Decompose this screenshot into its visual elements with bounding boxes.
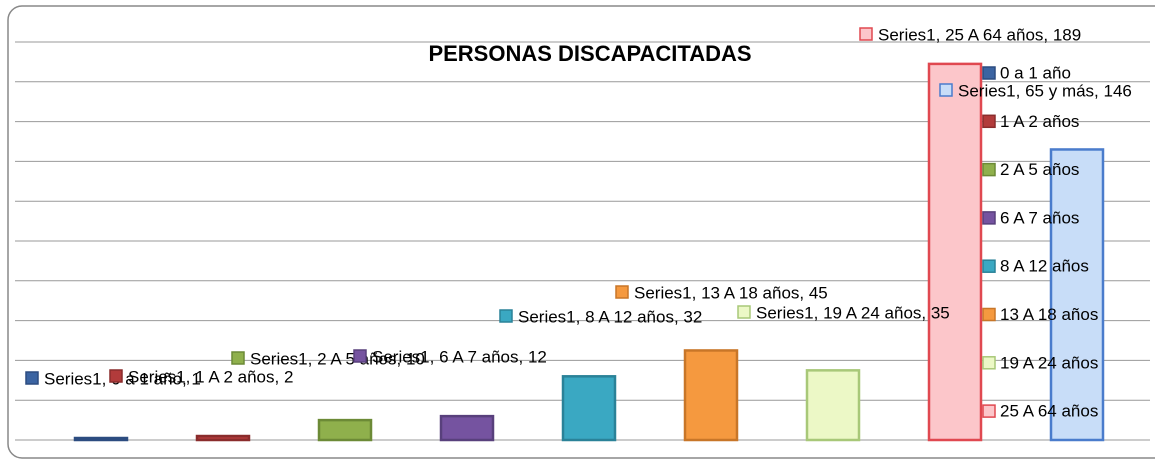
data-label-marker bbox=[25, 371, 39, 385]
data-label-marker bbox=[353, 349, 367, 363]
data-label: Series1, 19 A 24 años, 35 bbox=[756, 303, 950, 322]
bar bbox=[195, 434, 251, 442]
legend-marker bbox=[982, 356, 996, 370]
bar bbox=[1049, 148, 1105, 442]
chart-border bbox=[7, 5, 1155, 459]
data-label-marker bbox=[939, 83, 953, 97]
legend-label: 0 a 1 año bbox=[1000, 63, 1071, 82]
legend-label: 6 A 7 años bbox=[1000, 208, 1079, 227]
bar bbox=[73, 436, 129, 442]
legend-label: 19 A 24 años bbox=[1000, 353, 1098, 372]
legend-marker bbox=[982, 162, 996, 177]
data-label: Series1, 6 A 7 años, 12 bbox=[372, 347, 547, 366]
bar bbox=[927, 62, 983, 442]
legend-marker bbox=[982, 307, 996, 322]
legend-marker bbox=[982, 114, 996, 129]
legend-label: 25 A 64 años bbox=[1000, 402, 1098, 421]
bar bbox=[805, 369, 861, 442]
legend-label: 13 A 18 años bbox=[1000, 305, 1098, 324]
data-label-marker bbox=[109, 369, 123, 383]
data-label: Series1, 2 A 5 años, 10 bbox=[250, 349, 425, 368]
bar bbox=[683, 349, 739, 442]
data-label: Series1, 1 A 2 años, 2 bbox=[128, 367, 293, 386]
bar bbox=[439, 414, 495, 442]
data-label: Series1, 13 A 18 años, 45 bbox=[634, 283, 828, 302]
legend-label: 8 A 12 años bbox=[1000, 257, 1089, 276]
legend-label: 1 A 2 años bbox=[1000, 112, 1079, 131]
data-label: Series1, 8 A 12 años, 32 bbox=[518, 307, 702, 326]
chart-title: PERSONAS DISCAPACITADAS bbox=[428, 41, 751, 66]
legend-label: 2 A 5 años bbox=[1000, 160, 1079, 179]
legend-marker bbox=[982, 66, 996, 80]
data-label: Series1, 25 A 64 años, 189 bbox=[878, 25, 1081, 44]
legend-marker bbox=[982, 259, 996, 273]
data-label: Series1, 65 y más, 146 bbox=[958, 81, 1132, 100]
bar bbox=[561, 375, 617, 442]
legend-marker bbox=[982, 404, 996, 418]
data-label-marker bbox=[737, 305, 751, 319]
legend-marker bbox=[982, 211, 996, 225]
data-label-marker bbox=[499, 309, 513, 323]
data-label-marker bbox=[615, 285, 629, 299]
data-label-marker bbox=[231, 351, 245, 365]
data-label-marker bbox=[859, 27, 873, 41]
bar bbox=[317, 418, 373, 442]
